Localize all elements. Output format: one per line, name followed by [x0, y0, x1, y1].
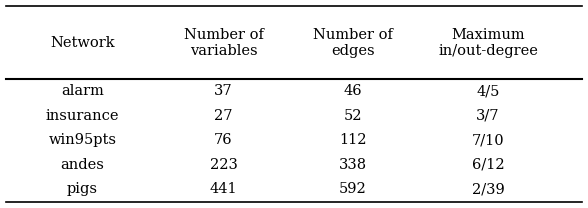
Text: insurance: insurance: [46, 109, 119, 123]
Text: Network: Network: [50, 36, 115, 50]
Text: 3/7: 3/7: [476, 109, 500, 123]
Text: 52: 52: [343, 109, 362, 123]
Text: 46: 46: [343, 84, 362, 98]
Text: 441: 441: [210, 182, 237, 197]
Text: Number of
edges: Number of edges: [313, 27, 393, 58]
Text: 37: 37: [214, 84, 233, 98]
Text: 223: 223: [209, 158, 238, 172]
Text: Maximum
in/out-degree: Maximum in/out-degree: [438, 27, 538, 58]
Text: andes: andes: [61, 158, 104, 172]
Text: pigs: pigs: [67, 182, 98, 197]
Text: Number of
variables: Number of variables: [183, 27, 263, 58]
Text: 6/12: 6/12: [472, 158, 505, 172]
Text: 7/10: 7/10: [472, 133, 505, 147]
Text: alarm: alarm: [61, 84, 103, 98]
Text: 76: 76: [214, 133, 233, 147]
Text: win95pts: win95pts: [48, 133, 116, 147]
Text: 592: 592: [339, 182, 367, 197]
Text: 2/39: 2/39: [472, 182, 505, 197]
Text: 4/5: 4/5: [476, 84, 500, 98]
Text: 27: 27: [214, 109, 233, 123]
Text: 112: 112: [339, 133, 366, 147]
Text: 338: 338: [339, 158, 367, 172]
